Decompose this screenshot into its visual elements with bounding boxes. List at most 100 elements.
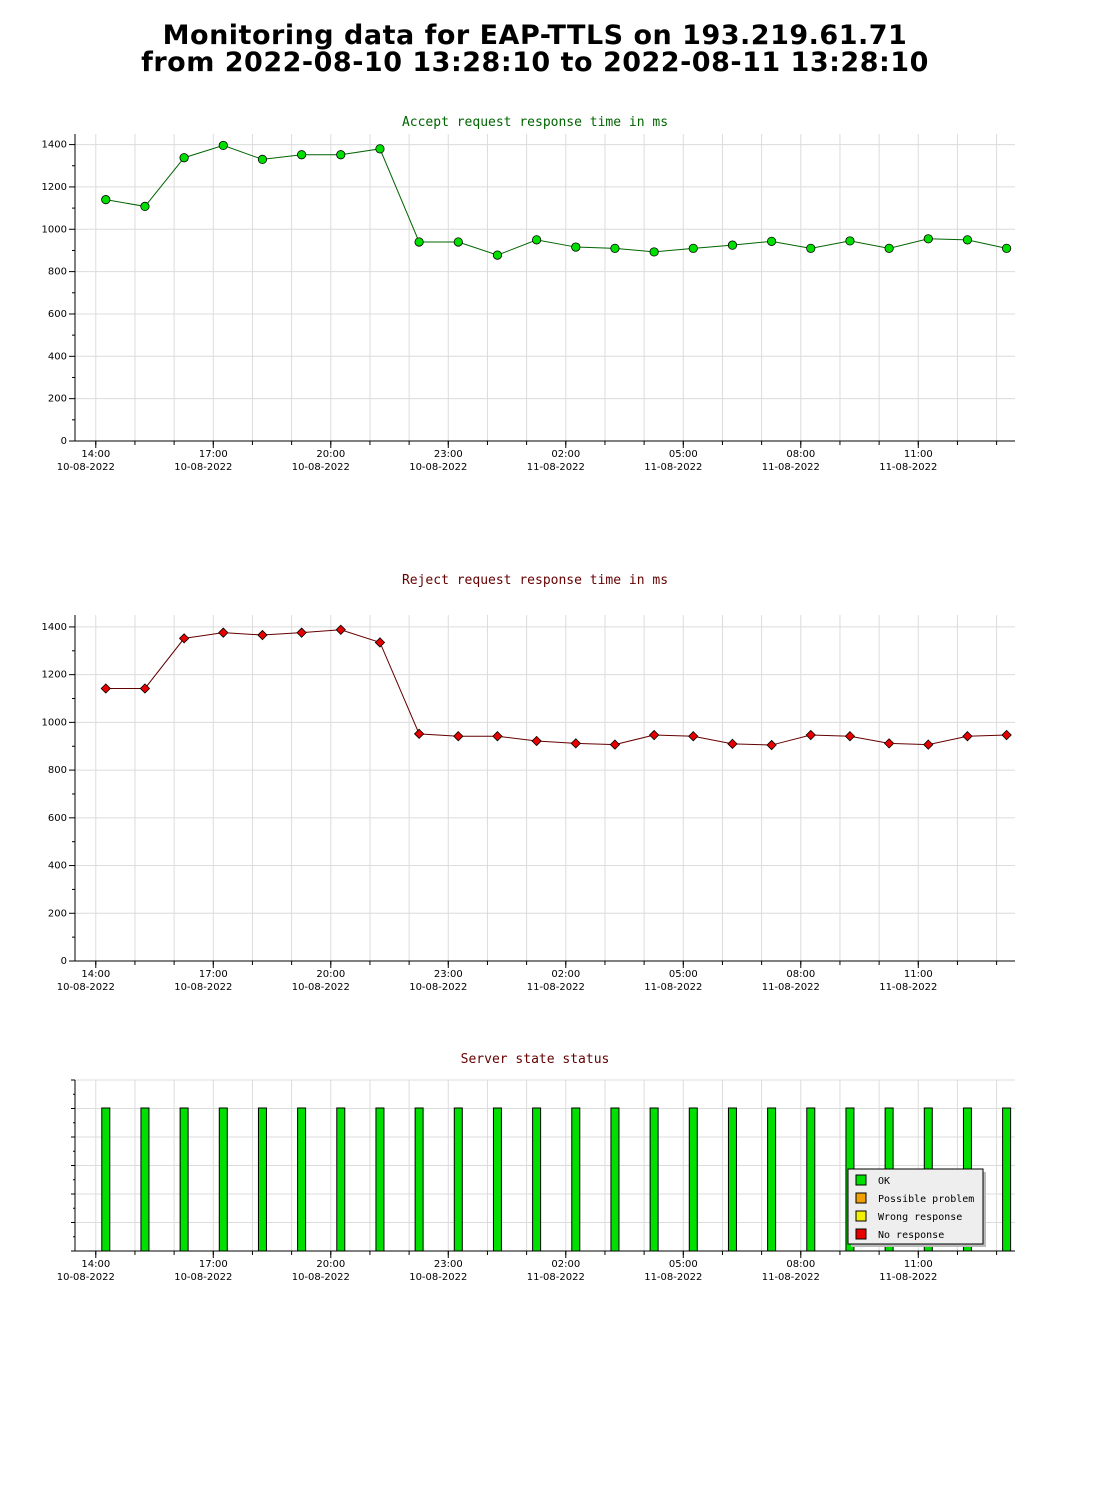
page-title: Monitoring data for EAP-TTLS on 193.219.… [0,22,1070,76]
data-point [923,234,933,244]
x-tick-time-label: 14:00 [81,969,110,980]
data-point [648,729,660,741]
data-point [1001,729,1012,741]
data-point [610,243,620,253]
x-tick-date-label: 10-08-2022 [409,1272,467,1283]
data-point [531,735,542,747]
x-tick-date-label: 11-08-2022 [527,1272,585,1283]
y-tick-label: 0 [61,956,67,967]
data-point [727,240,738,250]
x-tick-time-label: 23:00 [434,449,463,460]
status-bar [179,1107,189,1252]
status-bar [297,1107,307,1252]
x-tick-time-label: 02:00 [551,449,580,460]
y-tick-label: 200 [48,394,67,405]
y-tick-label: 0 [61,436,67,447]
data-point [532,235,542,245]
y-tick-label: 600 [48,309,67,320]
x-tick-time-label: 05:00 [669,969,698,980]
x-tick-time-label: 11:00 [904,449,933,460]
data-point [806,243,816,253]
data-point [297,150,307,160]
data-point [414,237,424,247]
y-tick-label: 1400 [42,140,67,151]
status-bar [453,1107,463,1252]
legend-swatch [855,1192,867,1204]
x-tick-date-label: 11-08-2022 [644,1272,702,1283]
x-tick-date-label: 11-08-2022 [644,462,702,473]
data-point [767,236,777,246]
data-point [1002,243,1012,253]
series-line [105,629,1007,746]
y-tick-label: 400 [48,861,67,872]
x-tick-time-label: 02:00 [551,969,580,980]
x-tick-time-label: 14:00 [81,449,110,460]
status-bar [101,1107,111,1252]
data-point [844,731,856,742]
data-point [140,201,150,212]
x-tick-time-label: 17:00 [199,1259,228,1270]
page-title-line2: from 2022-08-10 13:28:10 to 2022-08-11 1… [141,47,929,78]
y-tick-label: 1000 [42,717,67,728]
page-title-line1: Monitoring data for EAP-TTLS on 193.219.… [162,20,908,51]
legend-swatch [855,1174,867,1186]
x-tick-date-label: 11-08-2022 [527,462,585,473]
x-tick-time-label: 17:00 [199,449,228,460]
x-tick-time-label: 08:00 [786,1259,815,1270]
x-tick-date-label: 10-08-2022 [57,462,115,473]
legend-label: OK [878,1176,890,1187]
data-point [609,739,621,750]
y-tick-label: 1000 [42,224,67,235]
data-point [884,243,894,253]
x-tick-time-label: 23:00 [434,1259,463,1270]
x-tick-time-label: 08:00 [786,969,815,980]
status-bar [375,1107,385,1252]
x-tick-time-label: 20:00 [316,449,345,460]
data-point [178,633,190,644]
x-tick-time-label: 20:00 [316,1259,345,1270]
x-tick-date-label: 10-08-2022 [292,462,350,473]
y-tick-label: 1200 [42,182,67,193]
status-bar [336,1107,346,1252]
y-tick-label: 800 [48,765,67,776]
x-tick-time-label: 05:00 [669,1259,698,1270]
accept-response-chart: Accept request response time in ms 14:00 1… [42,115,1015,473]
y-tick-label: 1200 [42,670,67,681]
status-bar [218,1107,228,1252]
data-point [688,731,699,742]
data-point [100,683,111,694]
status-bar [140,1107,150,1252]
status-bar [767,1107,777,1252]
data-point [218,627,229,638]
data-point [805,729,816,741]
x-tick-date-label: 11-08-2022 [879,1272,937,1283]
data-point [375,144,385,154]
x-tick-date-label: 10-08-2022 [174,1272,232,1283]
x-tick-date-label: 11-08-2022 [762,1272,820,1283]
x-tick-time-label: 02:00 [551,1259,580,1270]
x-tick-date-label: 10-08-2022 [57,1272,115,1283]
data-point [962,235,973,245]
data-point [257,629,268,641]
data-point [492,250,503,260]
data-point [883,738,895,749]
data-point [335,624,346,635]
data-point [296,627,307,638]
status-bar [727,1107,737,1252]
status-bar [806,1107,816,1252]
x-tick-date-label: 10-08-2022 [409,982,467,993]
data-point [101,195,111,205]
x-tick-time-label: 23:00 [434,969,463,980]
data-point [845,236,855,246]
y-tick-label: 800 [48,267,67,278]
data-point [962,731,973,742]
legend-label: Possible problem [878,1194,974,1205]
data-point [336,150,346,160]
server-status-chart: Server state status 14:00 10-08-2022 17:00 1… [57,1052,1015,1283]
chart-title: Accept request response time in ms [402,115,668,130]
data-point [492,731,503,742]
x-tick-date-label: 10-08-2022 [409,462,467,473]
data-point [179,153,189,163]
x-tick-time-label: 08:00 [786,449,815,460]
x-tick-date-label: 10-08-2022 [57,982,115,993]
